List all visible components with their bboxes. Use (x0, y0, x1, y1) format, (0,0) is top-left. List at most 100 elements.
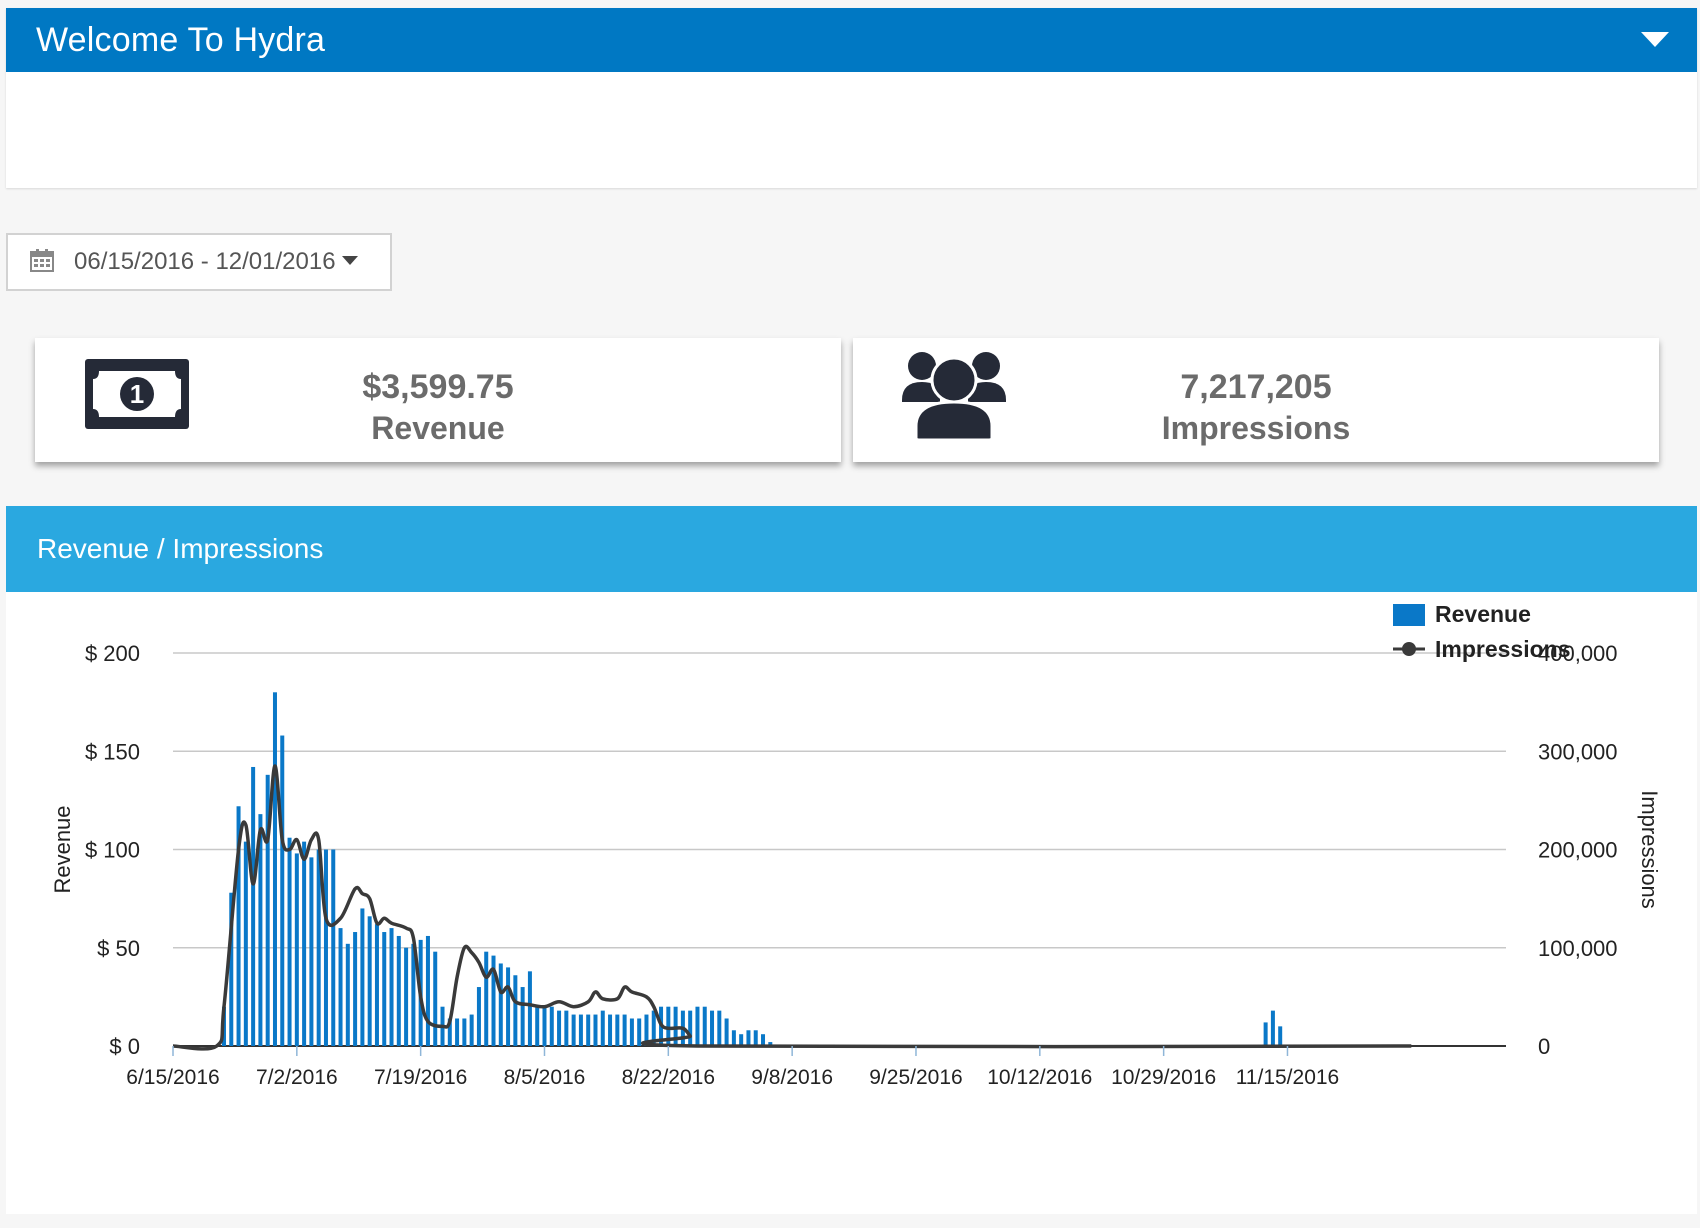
revenue-bar (323, 849, 328, 1046)
chart-panel-header: Revenue / Impressions (6, 506, 1697, 592)
y-tick-label: $ 200 (85, 641, 140, 666)
revenue-bar (615, 1014, 620, 1046)
x-tick-label: 7/19/2016 (374, 1066, 467, 1089)
revenue-bar (280, 735, 285, 1046)
y2-tick-label: 100,000 (1538, 936, 1618, 961)
revenue-bar (331, 849, 336, 1046)
x-tick-label: 9/25/2016 (869, 1066, 962, 1089)
y-tick-label: $ 0 (109, 1034, 140, 1059)
y-tick-label: $ 50 (97, 936, 140, 961)
revenue-bar (557, 1010, 562, 1046)
revenue-bar (549, 1006, 554, 1046)
revenue-bar (258, 814, 263, 1046)
revenue-bar (469, 1014, 474, 1046)
revenue-bar (367, 916, 372, 1046)
revenue-bar (608, 1014, 613, 1046)
revenue-bar (629, 1018, 634, 1046)
revenue-label: Revenue (371, 410, 505, 446)
revenue-bar (484, 951, 489, 1046)
revenue-bar (265, 774, 270, 1046)
legend-label-impressions: Impressions (1435, 636, 1571, 662)
date-range-value: 06/15/2016 - 12/01/2016 (74, 248, 336, 275)
chevron-down-icon (341, 253, 358, 271)
x-tick-label: 8/22/2016 (622, 1066, 715, 1089)
revenue-bar (294, 853, 299, 1046)
revenue-bar (761, 1034, 766, 1046)
revenue-stat-card: 1 $3,599.75 Revenue (35, 338, 841, 462)
revenue-bar (309, 857, 314, 1046)
revenue-bar (571, 1014, 576, 1046)
revenue-bar (404, 947, 409, 1046)
impressions-value: 7,217,205 (1180, 368, 1332, 406)
revenue-bar (739, 1034, 744, 1046)
y-axis-title: Revenue (50, 805, 75, 893)
revenue-bar (578, 1014, 583, 1046)
y-tick-label: $ 100 (85, 838, 140, 863)
revenue-bar (724, 1018, 729, 1046)
legend-label-revenue: Revenue (1435, 601, 1531, 627)
revenue-bar (666, 1006, 671, 1046)
revenue-bar (644, 1014, 649, 1046)
y2-tick-label: 0 (1538, 1034, 1550, 1059)
legend-marker-impressions (1402, 642, 1416, 656)
revenue-bar (506, 967, 511, 1046)
revenue-bar (374, 924, 379, 1046)
revenue-bar (476, 987, 481, 1046)
impressions-stat: 7,217,205 Impressions (853, 366, 1659, 448)
revenue-bar (1263, 1022, 1268, 1046)
revenue-bar (243, 841, 248, 1046)
x-tick-label: 9/8/2016 (751, 1066, 833, 1089)
revenue-bar (527, 971, 532, 1046)
impressions-line (172, 764, 1412, 1051)
revenue-bar (542, 1006, 547, 1046)
revenue-bar (702, 1006, 707, 1046)
revenue-value: $3,599.75 (362, 368, 514, 406)
revenue-bar (1278, 1026, 1283, 1046)
x-tick-label: 10/12/2016 (987, 1066, 1092, 1089)
revenue-bar (353, 932, 358, 1046)
revenue-bar (586, 1014, 591, 1046)
date-range-picker[interactable]: 06/15/2016 - 12/01/2016 (6, 233, 392, 291)
revenue-bar (753, 1030, 758, 1046)
calendar-icon (30, 248, 54, 277)
revenue-bar (637, 1018, 642, 1046)
revenue-bar (236, 806, 241, 1046)
revenue-bar (382, 932, 387, 1046)
revenue-bar (746, 1030, 751, 1046)
revenue-bar (513, 975, 518, 1046)
revenue-bar (396, 935, 401, 1046)
impressions-stat-card: 7,217,205 Impressions (853, 338, 1659, 462)
x-tick-label: 6/15/2016 (126, 1066, 219, 1089)
revenue-bar (1270, 1010, 1275, 1046)
revenue-bar (433, 951, 438, 1046)
revenue-bar (564, 1010, 569, 1046)
revenue-bar (651, 1010, 656, 1046)
revenue-bar (498, 963, 503, 1046)
revenue-bar (535, 1006, 540, 1046)
users-group-icon (902, 344, 1006, 449)
revenue-bar (768, 1042, 773, 1046)
chart-panel: Revenue / Impressions $ 0 $ 50 $ 100 $ 150 $… (6, 506, 1697, 1214)
chart-panel-title: Revenue / Impressions (37, 533, 324, 564)
revenue-impressions-chart: $ 0 $ 50 $ 100 $ 150 $ 200 0 100,000 200,000 300… (50, 601, 1662, 1089)
revenue-bar (447, 1018, 452, 1046)
revenue-bar (345, 943, 350, 1046)
y2-axis-title: Impressions (1637, 790, 1662, 909)
revenue-bar (491, 955, 496, 1046)
revenue-bar (411, 943, 416, 1046)
revenue-bar (425, 935, 430, 1046)
money-bill-icon: 1 (85, 359, 189, 434)
revenue-bar (593, 1014, 598, 1046)
revenue-bar (622, 1014, 627, 1046)
revenue-bar (287, 837, 292, 1046)
revenue-bar (717, 1010, 722, 1046)
revenue-bar (360, 908, 365, 1046)
y2-tick-label: 400,000 (1538, 641, 1618, 666)
revenue-bar (695, 1006, 700, 1046)
y-tick-label: $ 150 (85, 739, 140, 764)
revenue-bar (316, 849, 321, 1046)
x-tick-label: 8/5/2016 (504, 1066, 586, 1089)
caret-down-icon[interactable] (1641, 31, 1669, 49)
x-tick-label: 7/2/2016 (256, 1066, 338, 1089)
revenue-bar (302, 841, 307, 1046)
